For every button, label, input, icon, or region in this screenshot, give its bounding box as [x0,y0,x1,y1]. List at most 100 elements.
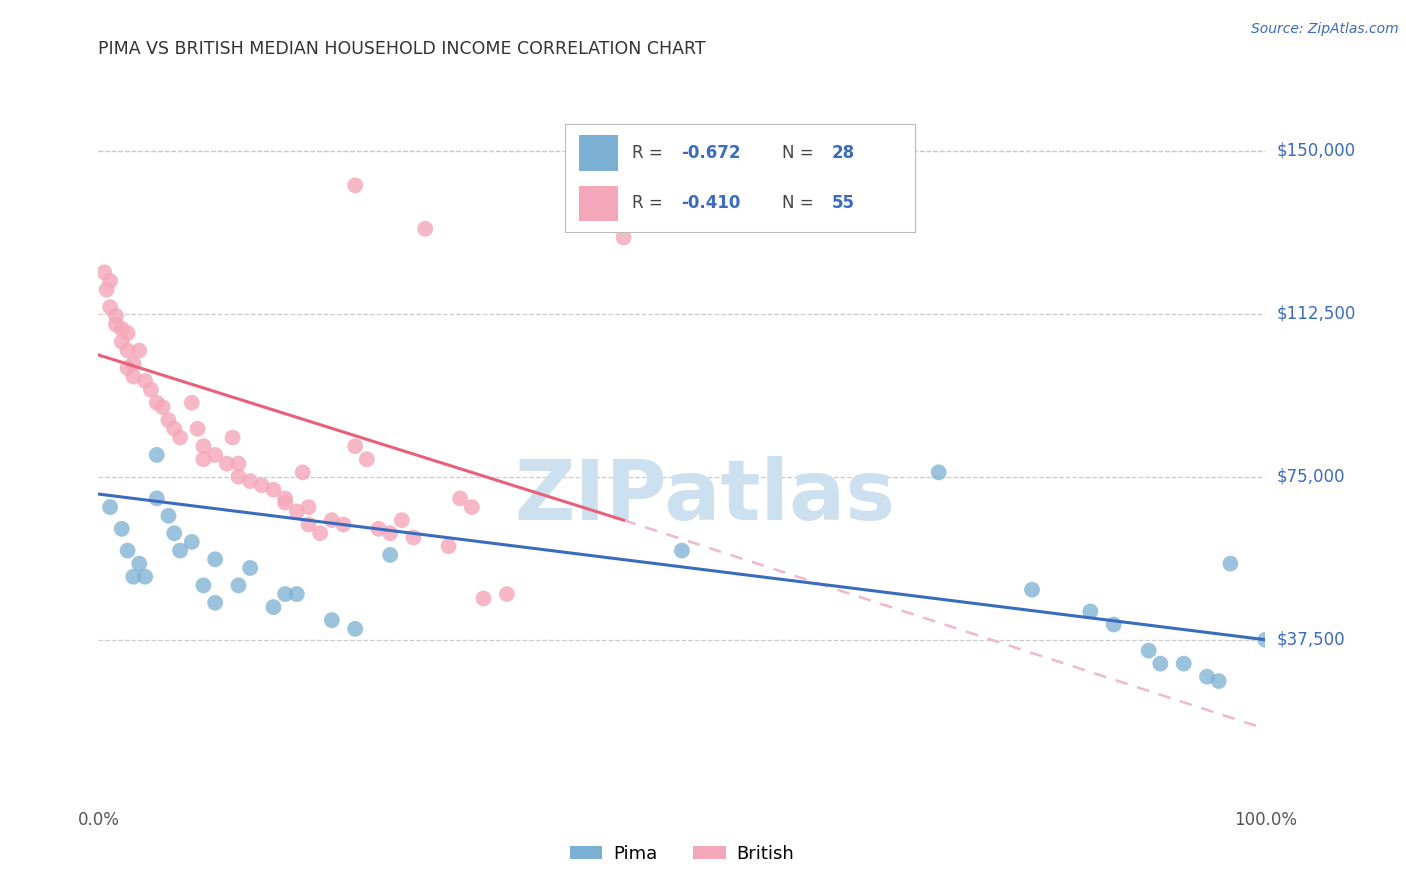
Point [274,491,297,506]
Point [309,526,332,541]
Text: R =: R = [631,144,668,162]
Point [193,452,215,467]
Point [1149,657,1171,671]
Text: -0.410: -0.410 [681,194,740,212]
Point [262,483,284,497]
Text: $112,500: $112,500 [1277,304,1355,323]
Point [239,561,262,575]
Point [187,422,209,436]
Point [146,491,169,506]
Point [239,474,262,488]
Point [122,369,145,384]
Point [204,552,226,566]
Point [104,309,127,323]
Point [228,469,250,483]
Point [437,539,460,553]
Point [332,517,354,532]
Point [495,587,517,601]
Point [449,491,471,506]
Point [291,466,314,480]
Point [180,396,202,410]
Point [169,431,191,445]
FancyBboxPatch shape [579,136,617,170]
Point [157,413,180,427]
Point [274,496,297,510]
Legend: Pima, British: Pima, British [562,838,801,871]
Point [262,600,284,615]
Point [139,383,162,397]
Point [297,517,319,532]
Point [163,422,186,436]
Point [128,557,150,571]
Point [1208,674,1230,689]
Text: 28: 28 [831,144,855,162]
Point [111,334,134,349]
Point [274,587,297,601]
Point [93,265,115,279]
Point [98,500,121,514]
Text: N =: N = [782,194,820,212]
Text: -0.672: -0.672 [681,144,740,162]
Point [472,591,495,606]
Point [321,613,343,627]
Point [152,400,174,414]
Point [378,526,402,541]
Point [96,283,118,297]
Point [134,374,156,388]
Point [671,543,693,558]
Point [367,522,389,536]
Point [344,178,367,193]
Point [111,322,134,336]
Point [413,222,436,236]
Point [215,457,238,471]
Point [285,504,308,518]
Point [391,513,413,527]
Point [111,522,134,536]
Point [1021,582,1043,597]
Point [1173,657,1195,671]
Point [612,230,634,244]
Point [117,361,139,376]
Point [193,578,215,592]
Point [928,466,950,480]
Point [117,343,139,358]
Point [134,570,156,584]
Point [402,531,425,545]
Point [98,300,121,314]
Point [344,622,367,636]
Point [1195,670,1218,684]
Point [117,543,139,558]
Point [169,543,191,558]
Text: Source: ZipAtlas.com: Source: ZipAtlas.com [1251,22,1399,37]
Text: N =: N = [782,144,820,162]
Text: $75,000: $75,000 [1277,467,1346,485]
Text: $37,500: $37,500 [1277,631,1346,648]
Point [128,343,150,358]
Point [356,452,378,467]
Point [122,570,145,584]
Text: PIMA VS BRITISH MEDIAN HOUSEHOLD INCOME CORRELATION CHART: PIMA VS BRITISH MEDIAN HOUSEHOLD INCOME … [98,40,706,58]
Point [228,457,250,471]
Point [1254,632,1277,647]
Point [117,326,139,341]
Text: ZIPatlas: ZIPatlas [515,456,896,537]
Text: 55: 55 [831,194,855,212]
Text: $150,000: $150,000 [1277,142,1355,160]
Point [228,578,250,592]
Point [98,274,121,288]
Text: R =: R = [631,194,668,212]
Point [344,439,367,453]
Point [1080,605,1102,619]
Point [163,526,186,541]
Point [157,508,180,523]
Point [1219,557,1241,571]
Point [146,448,169,462]
Point [297,500,319,514]
Point [146,396,169,410]
Point [122,357,145,371]
Point [204,448,226,462]
Point [180,535,202,549]
Point [250,478,273,492]
FancyBboxPatch shape [579,186,617,221]
Point [461,500,484,514]
